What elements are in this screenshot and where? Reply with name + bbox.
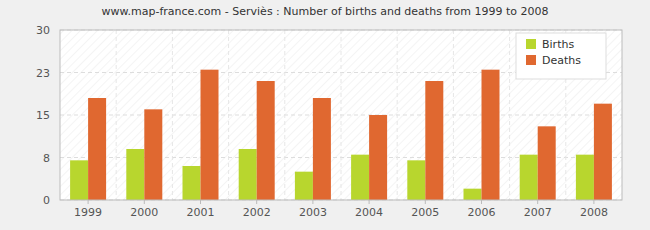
v-grid-line	[172, 30, 173, 200]
legend-label: Deaths	[542, 54, 581, 67]
bar	[88, 98, 106, 200]
plot-frame	[60, 30, 622, 200]
x-tick	[425, 200, 426, 204]
background	[0, 0, 650, 230]
bar	[482, 70, 500, 200]
bars	[70, 70, 612, 200]
v-grid-line	[116, 30, 117, 200]
bar	[201, 70, 219, 200]
v-grid-line	[453, 30, 454, 200]
x-tick	[312, 200, 313, 204]
bar	[369, 115, 387, 200]
y-tick-label: 23	[36, 67, 50, 80]
x-tick-label: 2001	[187, 206, 215, 219]
y-tick-label: 30	[36, 24, 50, 37]
v-grid-line	[397, 30, 398, 200]
legend-swatch	[526, 39, 536, 49]
x-tick-label: 2007	[524, 206, 552, 219]
bar	[576, 155, 594, 200]
x-tick-label: 2004	[355, 206, 383, 219]
v-grid-line	[228, 30, 229, 200]
legend-label: Births	[542, 38, 574, 51]
y-tick-label: 8	[43, 152, 50, 165]
bar	[239, 149, 257, 200]
v-grid-line	[341, 30, 342, 200]
x-tick-label: 2008	[580, 206, 608, 219]
bar	[144, 109, 162, 200]
y-tick-label: 0	[43, 194, 50, 207]
bar	[70, 160, 88, 200]
x-tick	[369, 200, 370, 204]
v-grid-line	[284, 30, 285, 200]
x-tick-label: 2005	[411, 206, 439, 219]
plot-hatch	[60, 30, 622, 200]
bar	[126, 149, 144, 200]
bar	[183, 166, 201, 200]
bar	[520, 155, 538, 200]
bar	[594, 104, 612, 200]
x-tick	[144, 200, 145, 204]
bar	[313, 98, 331, 200]
bar	[538, 126, 556, 200]
v-grid-line	[509, 30, 510, 200]
bar	[257, 81, 275, 200]
x-tick-label: 2003	[299, 206, 327, 219]
bar	[351, 155, 369, 200]
bar	[425, 81, 443, 200]
bar	[407, 160, 425, 200]
plot-area	[60, 30, 622, 200]
legend-box	[516, 33, 606, 79]
x-tick	[593, 200, 594, 204]
x-tick-label: 2000	[130, 206, 158, 219]
bar	[464, 189, 482, 200]
legend-swatch	[526, 55, 536, 65]
x-tick	[256, 200, 257, 204]
x-tick	[537, 200, 538, 204]
x-tick	[481, 200, 482, 204]
x-tick-label: 2002	[243, 206, 271, 219]
x-tick	[200, 200, 201, 204]
x-tick-label: 2006	[468, 206, 496, 219]
y-tick-label: 15	[36, 109, 50, 122]
bar	[295, 172, 313, 200]
title: www.map-france.com - Serviès : Number of…	[102, 5, 549, 18]
x-tick	[88, 200, 89, 204]
x-tick-label: 1999	[74, 206, 102, 219]
